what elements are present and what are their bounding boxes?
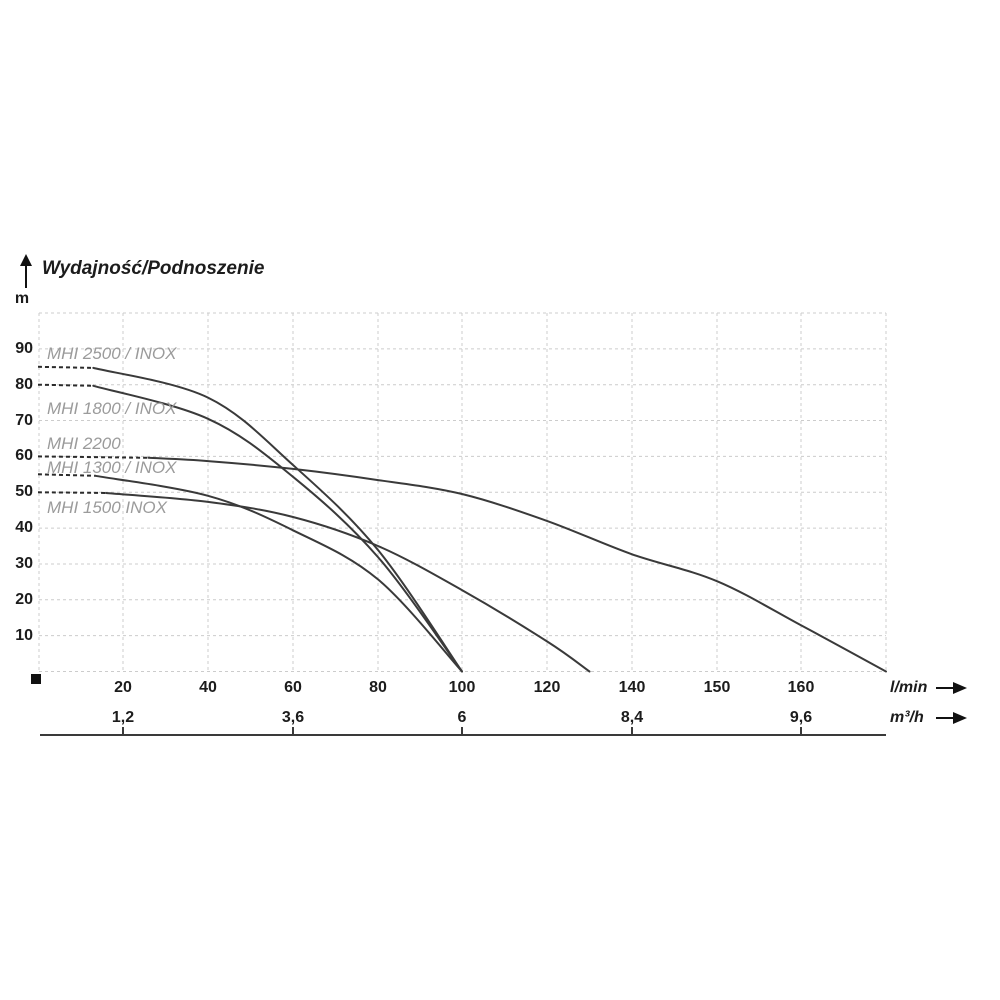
m3h-axis-line — [40, 734, 886, 736]
curve-label-mhi-1800-inox: MHI 1800 / INOX — [47, 399, 177, 418]
pump-curve — [92, 366, 463, 673]
x-tick-lmin-120: 120 — [533, 679, 561, 696]
curve-label-mhi-1300-inox: MHI 1300 / INOX — [47, 458, 177, 477]
x-tick-lmin-80: 80 — [369, 679, 387, 696]
right-arrow-icon-lmin — [936, 682, 967, 694]
x-axis-unit-m3h: m³/h — [890, 709, 924, 726]
x-tick-lmin-150: 150 — [703, 679, 731, 696]
y-tick-50: 50 — [15, 483, 33, 501]
y-tick-80: 80 — [15, 375, 33, 393]
x-tick-lmin-20: 20 — [114, 679, 132, 696]
y-tick-60: 60 — [15, 447, 33, 465]
curve-label-mhi-2500-inox: MHI 2500 / INOX — [47, 344, 177, 363]
x-tick-m3h-8,4: 8,4 — [620, 709, 644, 726]
x-tick-lmin-60: 60 — [284, 679, 302, 696]
origin-marker — [31, 674, 41, 684]
x-axis-unit-lmin: l/min — [890, 679, 928, 696]
y-tick-30: 30 — [15, 554, 33, 572]
chart-title: Wydajność/Podnoszenie — [42, 258, 265, 279]
curve-dashed-start — [37, 491, 107, 494]
m3h-tickmark-3,6 — [292, 727, 294, 735]
m3h-tickmark-6 — [461, 727, 463, 735]
y-tick-40: 40 — [15, 519, 33, 537]
m3h-tickmark-1,2 — [122, 727, 124, 735]
y-tick-70: 70 — [15, 411, 33, 429]
y-tick-10: 10 — [15, 626, 33, 644]
curve-dashed-start — [37, 365, 94, 369]
curve-label-mhi-2200: MHI 2200 — [47, 434, 121, 453]
x-tick-lmin-160: 160 — [787, 679, 815, 696]
m3h-tickmark-9,6 — [800, 727, 802, 735]
x-tick-lmin-100: 100 — [448, 679, 476, 696]
x-tick-m3h-3,6: 3,6 — [281, 709, 305, 726]
right-arrow-icon-m3h — [936, 712, 967, 724]
x-tick-m3h-1,2: 1,2 — [111, 709, 135, 726]
pump-curve — [147, 456, 887, 673]
pump-curve — [94, 474, 463, 673]
x-tick-m3h-9,6: 9,6 — [789, 709, 813, 726]
pump-curve — [92, 384, 463, 673]
curve-dashed-start — [37, 473, 96, 477]
x-tick-lmin-140: 140 — [618, 679, 646, 696]
curve-dashed-start — [37, 383, 94, 387]
curve-dashed-start — [37, 455, 149, 459]
y-tick-90: 90 — [15, 339, 33, 357]
up-arrow-icon — [20, 254, 32, 288]
curve-label-mhi-1500-inox: MHI 1500 INOX — [47, 498, 167, 517]
x-tick-m3h-6: 6 — [457, 709, 467, 726]
y-tick-20: 20 — [15, 590, 33, 608]
x-tick-lmin-40: 40 — [199, 679, 217, 696]
m3h-tickmark-8,4 — [631, 727, 633, 735]
pump-curve — [105, 492, 591, 673]
y-axis-unit-label: m — [14, 290, 30, 307]
